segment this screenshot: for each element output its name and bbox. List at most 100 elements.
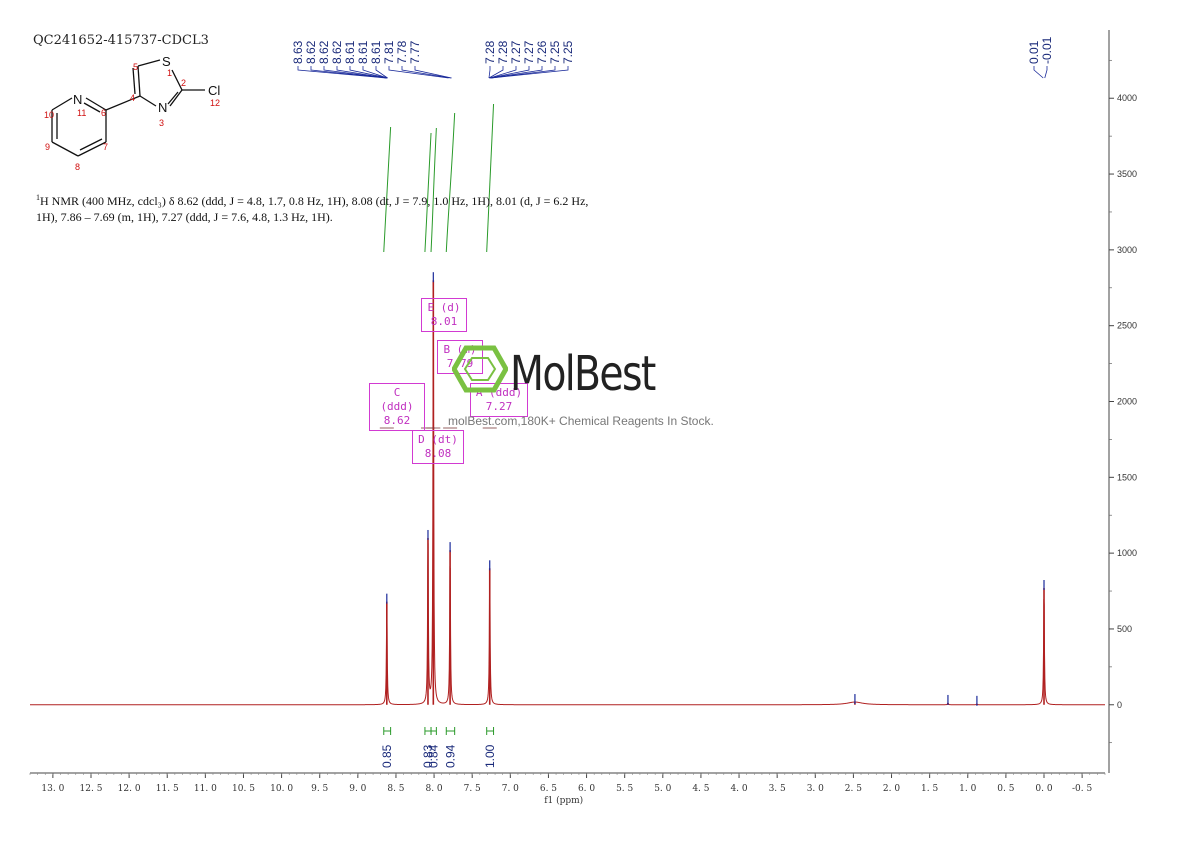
watermark-tagline: molBest.com,180K+ Chemical Reagents In S… (448, 414, 714, 428)
integral-value: 0.83 (421, 744, 435, 768)
peak-label: 7.81 (382, 40, 396, 64)
x-tick-label: 13. 0 (41, 784, 64, 794)
y-tick-label: 2500 (1117, 321, 1137, 331)
peak-box-d-mult: D (dt) (418, 433, 458, 446)
atom-number-1: 1 (167, 68, 172, 78)
x-tick-label: 2. 0 (883, 784, 900, 794)
integral-value: 0.94 (443, 744, 457, 768)
peak-label: 7.25 (548, 40, 562, 64)
x-axis-label: f1 (ppm) (544, 795, 583, 806)
x-tick-label: 5. 5 (616, 784, 633, 794)
peak-box-a-shift: 7.27 (485, 400, 513, 413)
x-tick-label: 3. 0 (807, 784, 824, 794)
atom-number-9: 9 (45, 142, 50, 152)
spectrum-trace (30, 317, 1105, 706)
peak-label-tms: 0.01 (1027, 40, 1041, 64)
atom-number-6: 6 (101, 108, 106, 118)
peak-box-e: E (d) 8.01 (421, 298, 467, 332)
atom-n11: N (73, 92, 82, 107)
peak-box-c-mult: C (ddd) (380, 386, 414, 413)
y-tick-label: 0 (1117, 700, 1122, 710)
peak-label-connector (490, 66, 543, 79)
integral-curve (424, 132, 432, 253)
integral-value: 0.84 (427, 744, 441, 768)
atom-s: S (162, 54, 171, 69)
y-tick-label: 2000 (1117, 397, 1137, 407)
atom-number-2: 2 (181, 78, 186, 88)
x-tick-label: 1. 5 (921, 784, 938, 794)
peak-label: 8.62 (330, 40, 344, 64)
molbest-logo-icon (452, 345, 508, 393)
integral-value: 0.85 (380, 744, 394, 768)
integral-curve (430, 127, 437, 253)
x-tick-label: 12. 0 (118, 784, 141, 794)
peak-label-connector (491, 66, 556, 79)
x-tick-label: 7. 5 (464, 784, 481, 794)
atom-n3: N (158, 100, 167, 115)
x-tick-label: 5. 0 (654, 784, 671, 794)
peak-label-connector (336, 66, 387, 79)
integral-curve (445, 112, 456, 253)
x-tick-label: 9. 5 (311, 784, 328, 794)
peak-label: 8.62 (317, 40, 331, 64)
x-tick-label: 2. 5 (845, 784, 862, 794)
peak-label-connector (323, 66, 387, 79)
x-tick-label: 4. 5 (692, 784, 709, 794)
peak-label: 7.28 (496, 40, 510, 64)
peak-label: 7.27 (509, 40, 523, 64)
nucleus-superscript: 1 (36, 193, 40, 202)
integral-value: 1.00 (483, 744, 497, 768)
x-tick-label: 4. 0 (730, 784, 747, 794)
peak-label: 8.61 (356, 40, 370, 64)
nmr-description-line: H NMR (400 MHz, cdcl₃) δ 8.62 (ddd, J = … (36, 194, 589, 224)
integral-curve (383, 126, 392, 253)
atom-number-8: 8 (75, 162, 80, 172)
y-tick-label: 1000 (1117, 548, 1137, 558)
peak-label-connector (362, 66, 388, 79)
y-tick-label: 3000 (1117, 245, 1137, 255)
peak-label-connector (349, 66, 388, 79)
peak-label-connector (491, 66, 569, 79)
atom-number-3: 3 (159, 118, 164, 128)
watermark-brand: MolBest (510, 346, 656, 402)
x-tick-label: 10. 5 (232, 784, 255, 794)
y-tick-label: 500 (1117, 624, 1132, 634)
x-tick-label: 6. 0 (578, 784, 595, 794)
peak-box-c-shift: 8.62 (383, 414, 411, 427)
x-tick-label: 8. 5 (387, 784, 404, 794)
x-tick-label: 9. 0 (349, 784, 366, 794)
peak-label-connector (488, 66, 491, 79)
peak-label-connector (375, 66, 388, 79)
atom-number-4: 4 (130, 93, 135, 103)
x-tick-label: -0. 5 (1072, 784, 1092, 794)
nmr-description: 1H NMR (400 MHz, cdcl₃) δ 8.62 (ddd, J =… (36, 190, 606, 225)
atom-number-12: 12 (210, 98, 220, 108)
atom-number-10: 10 (44, 110, 54, 120)
peak-label-connector (388, 66, 449, 79)
peak-label-connector (310, 66, 387, 79)
peak-label-tms: -0.01 (1040, 36, 1054, 64)
peak-box-e-mult: E (d) (427, 301, 461, 314)
peak-label-connector (489, 66, 530, 79)
peak-label-connector (489, 66, 517, 79)
x-tick-label: 3. 5 (769, 784, 786, 794)
x-tick-label: 1. 0 (959, 784, 976, 794)
peak-box-c: C (ddd) 8.62 (369, 383, 425, 431)
peak-label: 8.62 (304, 40, 318, 64)
peak-box-d-shift: 8.08 (424, 447, 452, 460)
peak-label: 7.26 (535, 40, 549, 64)
x-tick-label: 8. 0 (425, 784, 442, 794)
x-tick-label: 10. 0 (270, 784, 293, 794)
x-tick-label: 0. 0 (1035, 784, 1052, 794)
peak-label-tms-connector (1044, 66, 1048, 79)
peak-label-connector (488, 66, 504, 79)
y-tick-label: 1500 (1117, 472, 1137, 482)
peak-label: 7.25 (561, 40, 575, 64)
peak-label: 8.61 (343, 40, 357, 64)
atom-number-5: 5 (133, 62, 138, 72)
peak-box-e-shift: 8.01 (430, 315, 458, 328)
